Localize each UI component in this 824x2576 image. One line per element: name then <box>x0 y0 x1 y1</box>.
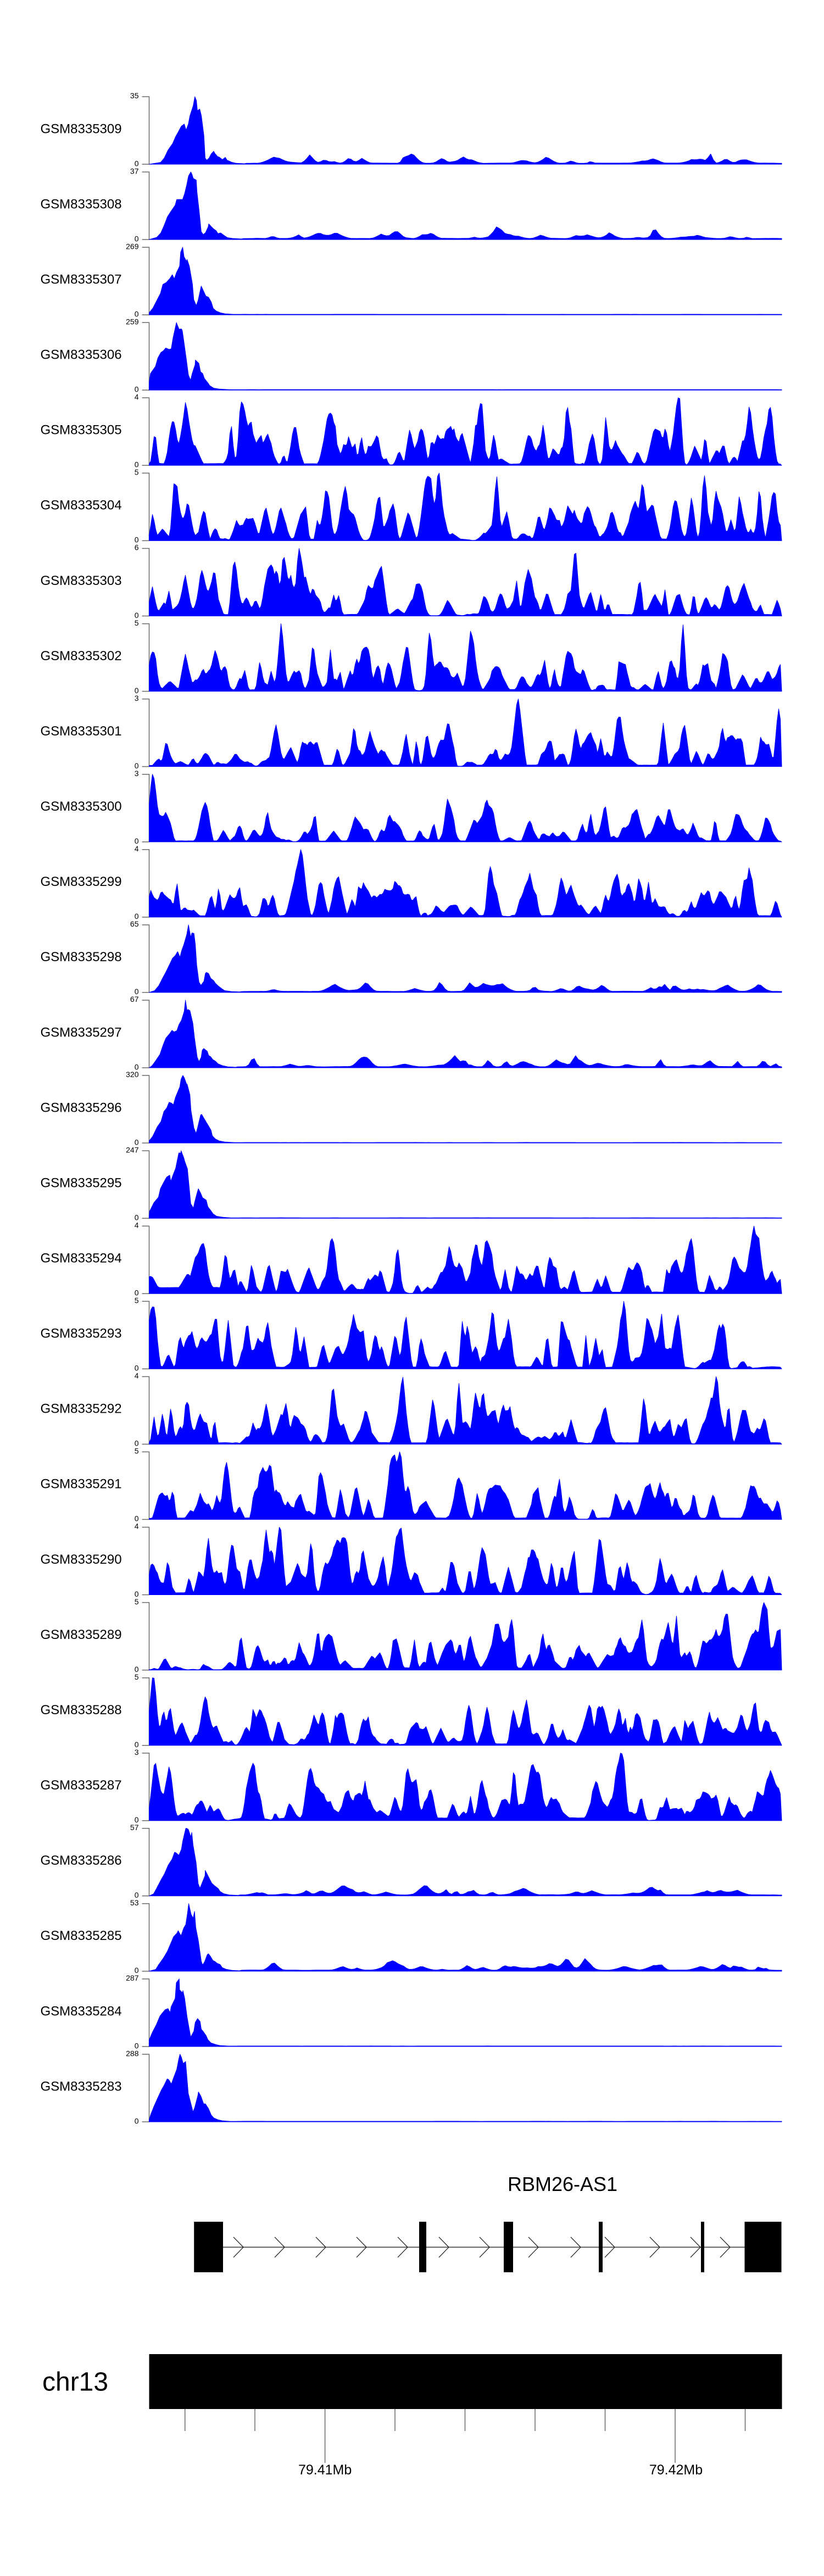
svg-text:0: 0 <box>135 460 139 469</box>
svg-text:53: 53 <box>130 1898 139 1907</box>
svg-text:79.41Mb: 79.41Mb <box>298 2462 352 2478</box>
svg-text:5: 5 <box>135 1447 139 1456</box>
svg-text:4: 4 <box>135 393 139 402</box>
svg-text:259: 259 <box>126 317 139 326</box>
svg-text:4: 4 <box>135 844 139 853</box>
svg-text:0: 0 <box>135 761 139 770</box>
svg-text:GSM8335285: GSM8335285 <box>41 1928 122 1943</box>
svg-text:0: 0 <box>135 1891 139 1899</box>
svg-text:GSM8335286: GSM8335286 <box>41 1853 122 1868</box>
svg-text:0: 0 <box>135 611 139 620</box>
svg-text:GSM8335300: GSM8335300 <box>41 799 122 814</box>
svg-text:5: 5 <box>135 468 139 477</box>
svg-text:GSM8335298: GSM8335298 <box>41 950 122 964</box>
svg-text:GSM8335308: GSM8335308 <box>41 197 122 211</box>
svg-text:0: 0 <box>135 686 139 695</box>
svg-text:320: 320 <box>126 1070 139 1079</box>
svg-text:0: 0 <box>135 1740 139 1749</box>
svg-text:0: 0 <box>135 536 139 544</box>
svg-text:GSM8335309: GSM8335309 <box>41 121 122 136</box>
svg-text:GSM8335297: GSM8335297 <box>41 1025 122 1040</box>
svg-text:79.42Mb: 79.42Mb <box>649 2462 703 2478</box>
svg-text:GSM8335299: GSM8335299 <box>41 874 122 889</box>
svg-text:287: 287 <box>126 1973 139 1982</box>
svg-text:57: 57 <box>130 1823 139 1832</box>
svg-text:0: 0 <box>135 2116 139 2125</box>
svg-text:5: 5 <box>135 1296 139 1305</box>
svg-text:0: 0 <box>135 1138 139 1146</box>
svg-text:37: 37 <box>130 166 139 175</box>
svg-text:GSM8335296: GSM8335296 <box>41 1100 122 1115</box>
svg-text:0: 0 <box>135 1514 139 1523</box>
svg-text:0: 0 <box>135 912 139 921</box>
svg-text:0: 0 <box>135 987 139 996</box>
svg-text:GSM8335288: GSM8335288 <box>41 1703 122 1718</box>
svg-text:GSM8335301: GSM8335301 <box>41 724 122 739</box>
svg-text:RBM26-AS1: RBM26-AS1 <box>508 2173 617 2195</box>
svg-text:0: 0 <box>135 1213 139 1222</box>
svg-text:GSM8335290: GSM8335290 <box>41 1552 122 1567</box>
svg-text:0: 0 <box>135 2041 139 2050</box>
svg-text:GSM8335289: GSM8335289 <box>41 1627 122 1642</box>
svg-text:67: 67 <box>130 995 139 1003</box>
svg-text:GSM8335284: GSM8335284 <box>41 2004 122 2019</box>
svg-text:4: 4 <box>135 1220 139 1229</box>
svg-text:chr13: chr13 <box>42 2368 108 2397</box>
svg-text:65: 65 <box>130 919 139 928</box>
svg-text:0: 0 <box>135 837 139 845</box>
svg-text:0: 0 <box>135 234 139 243</box>
svg-text:0: 0 <box>135 1289 139 1297</box>
svg-text:247: 247 <box>126 1145 139 1154</box>
svg-text:0: 0 <box>135 1815 139 1824</box>
svg-text:GSM8335305: GSM8335305 <box>41 423 122 438</box>
svg-text:0: 0 <box>135 1590 139 1598</box>
svg-text:269: 269 <box>126 242 139 250</box>
svg-text:288: 288 <box>126 2049 139 2058</box>
svg-text:0: 0 <box>135 310 139 319</box>
svg-text:0: 0 <box>135 385 139 394</box>
svg-text:0: 0 <box>135 1665 139 1674</box>
svg-text:4: 4 <box>135 1371 139 1380</box>
svg-text:GSM8335287: GSM8335287 <box>41 1778 122 1793</box>
svg-text:0: 0 <box>135 159 139 168</box>
svg-text:GSM8335307: GSM8335307 <box>41 272 122 287</box>
svg-text:3: 3 <box>135 1748 139 1757</box>
svg-text:4: 4 <box>135 1522 139 1531</box>
svg-text:GSM8335304: GSM8335304 <box>41 498 122 513</box>
svg-text:GSM8335302: GSM8335302 <box>41 649 122 663</box>
svg-text:3: 3 <box>135 694 139 702</box>
svg-text:GSM8335291: GSM8335291 <box>41 1477 122 1492</box>
svg-text:3: 3 <box>135 769 139 778</box>
svg-text:5: 5 <box>135 618 139 627</box>
svg-text:GSM8335295: GSM8335295 <box>41 1175 122 1190</box>
svg-text:0: 0 <box>135 1966 139 1975</box>
svg-text:GSM8335306: GSM8335306 <box>41 348 122 363</box>
svg-text:35: 35 <box>130 91 139 100</box>
svg-text:GSM8335293: GSM8335293 <box>41 1326 122 1341</box>
svg-text:GSM8335294: GSM8335294 <box>41 1251 122 1266</box>
svg-text:GSM8335283: GSM8335283 <box>41 2079 122 2094</box>
svg-text:0: 0 <box>135 1439 139 1448</box>
svg-text:5: 5 <box>135 1597 139 1606</box>
svg-text:5: 5 <box>135 1672 139 1681</box>
svg-text:6: 6 <box>135 543 139 552</box>
svg-text:GSM8335292: GSM8335292 <box>41 1402 122 1417</box>
svg-text:GSM8335303: GSM8335303 <box>41 573 122 588</box>
svg-text:0: 0 <box>135 1062 139 1071</box>
svg-text:0: 0 <box>135 1364 139 1373</box>
